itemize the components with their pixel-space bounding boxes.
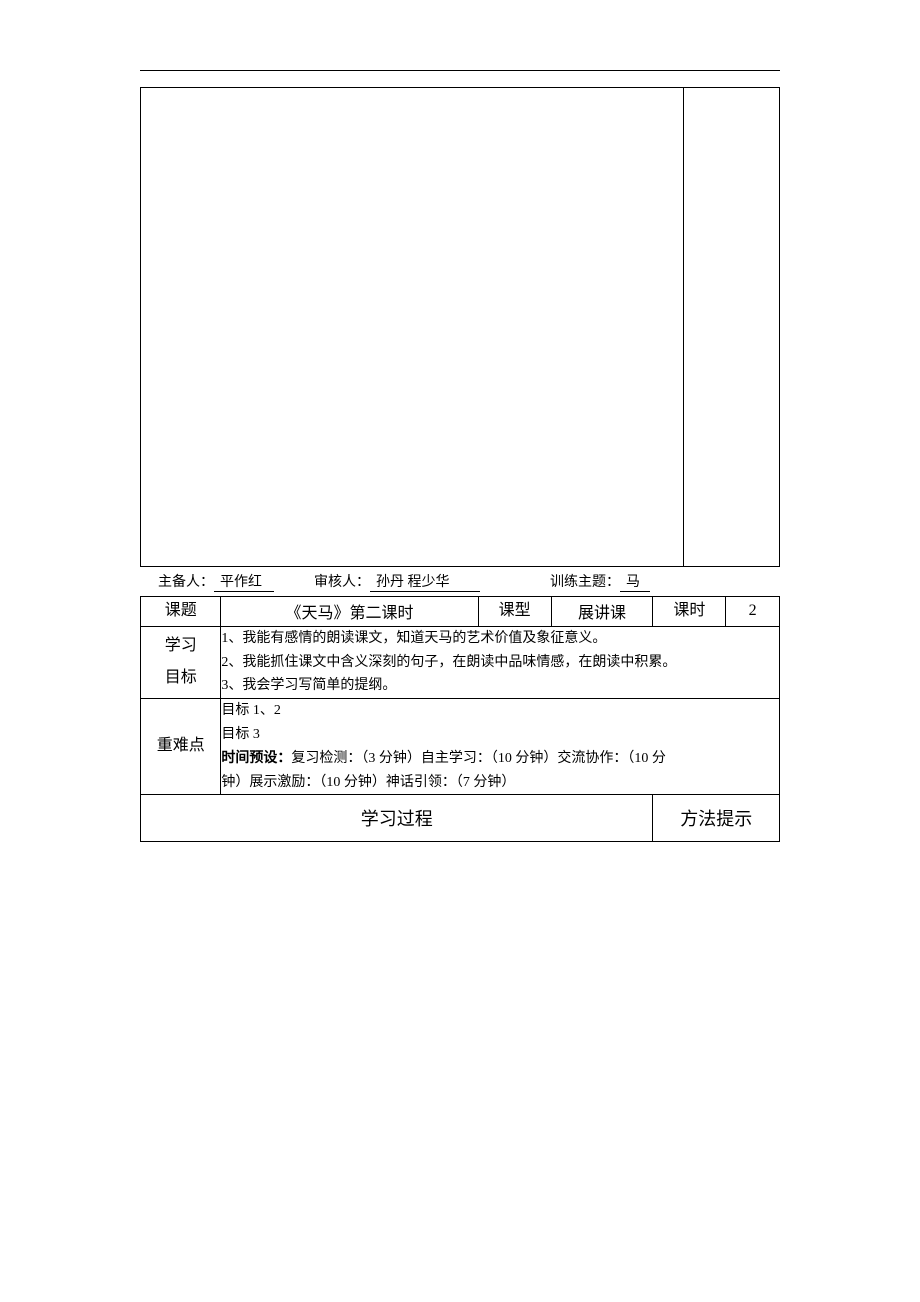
process-label: 学习过程	[141, 795, 653, 842]
table-row: 课题 《天马》第二课时 课型 展讲课 课时 2	[141, 597, 780, 627]
objectives-content: 1、我能有感情的朗读课文，知道天马的艺术价值及象征意义。 2、我能抓住课文中含义…	[221, 626, 780, 698]
time-preset-content-b: 钟）展示激励：（10 分钟）神话引领：（7 分钟）	[221, 771, 779, 795]
objectives-label: 学习 目标	[141, 626, 221, 698]
meta-row: 主备人： 平作红 审核人： 孙丹 程少华 训练主题： 马	[140, 567, 780, 596]
header-rule	[140, 70, 780, 71]
lesson-title-label: 课题	[141, 597, 221, 627]
keypoints-content: 目标 1、2 目标 3 时间预设：复习检测：（3 分钟）自主学习：（10 分钟）…	[221, 699, 780, 795]
lesson-type-label: 课型	[478, 597, 551, 627]
objectives-label-line2: 目标	[141, 662, 220, 694]
top-empty-box	[140, 87, 780, 567]
lesson-type-value: 展讲课	[551, 597, 653, 627]
document-page: 主备人： 平作红 审核人： 孙丹 程少华 训练主题： 马 课题 《天马》第二课时…	[0, 0, 920, 842]
preparer-value: 平作红	[214, 571, 274, 592]
table-row: 重难点 目标 1、2 目标 3 时间预设：复习检测：（3 分钟）自主学习：（10…	[141, 699, 780, 795]
objective-line: 3、我会学习写简单的提纲。	[221, 674, 779, 698]
method-label: 方法提示	[653, 795, 780, 842]
keypoints-line: 目标 3	[221, 723, 779, 747]
table-row: 学习 目标 1、我能有感情的朗读课文，知道天马的艺术价值及象征意义。 2、我能抓…	[141, 626, 780, 698]
top-box-right	[684, 88, 779, 566]
time-preset-label: 时间预设：	[221, 751, 291, 766]
top-box-left	[141, 88, 684, 566]
topic-value: 马	[620, 571, 650, 592]
reviewer-label: 审核人：	[314, 571, 370, 591]
keypoints-line: 目标 1、2	[221, 699, 779, 723]
lesson-period-label: 课时	[653, 597, 726, 627]
reviewer-value: 孙丹 程少华	[370, 571, 480, 592]
lesson-period-value: 2	[726, 597, 780, 627]
preparer-label: 主备人：	[158, 571, 214, 591]
keypoints-label: 重难点	[141, 699, 221, 795]
lesson-table: 课题 《天马》第二课时 课型 展讲课 课时 2 学习 目标 1、我能有感情的朗读…	[140, 596, 780, 842]
table-row: 学习过程 方法提示	[141, 795, 780, 842]
time-preset-content-a: 复习检测：（3 分钟）自主学习：（10 分钟）交流协作：（10 分	[291, 751, 666, 766]
objective-line: 1、我能有感情的朗读课文，知道天马的艺术价值及象征意义。	[221, 627, 779, 651]
objectives-label-line1: 学习	[141, 630, 220, 662]
lesson-title-value: 《天马》第二课时	[221, 597, 478, 627]
objective-line: 2、我能抓住课文中含义深刻的句子，在朗读中品味情感，在朗读中积累。	[221, 651, 779, 675]
time-preset: 时间预设：复习检测：（3 分钟）自主学习：（10 分钟）交流协作：（10 分	[221, 747, 779, 771]
topic-label: 训练主题：	[550, 571, 620, 591]
